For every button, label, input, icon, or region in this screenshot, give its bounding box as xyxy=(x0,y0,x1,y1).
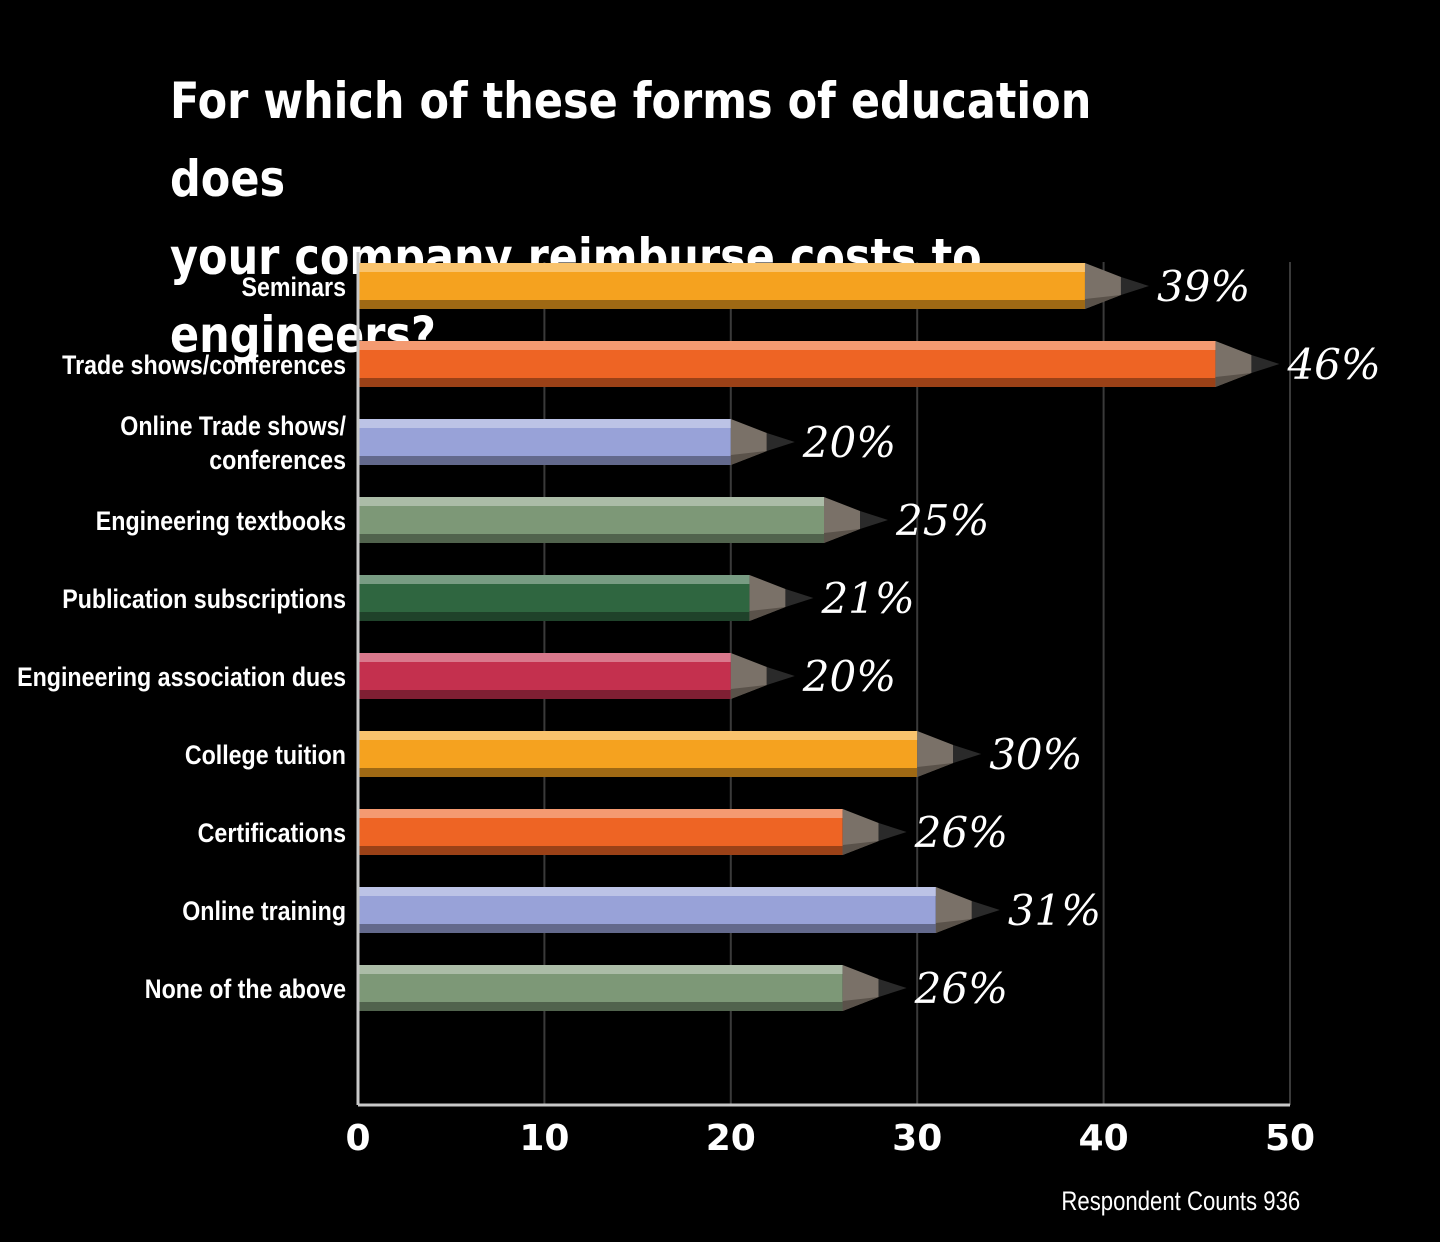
bar-highlight-5 xyxy=(358,575,750,584)
pencil-tip-shade-3 xyxy=(730,451,767,465)
category-label-5: Publication subscriptions xyxy=(62,584,346,614)
bar-highlight-9 xyxy=(358,887,936,896)
bar-shadow-1 xyxy=(358,300,1085,309)
x-tick-label-10: 10 xyxy=(519,1118,569,1159)
pencil-lead-1 xyxy=(1120,277,1149,295)
value-label-6: 20% xyxy=(802,652,896,701)
pencil-tip-shade-6 xyxy=(730,685,767,699)
value-label-7: 30% xyxy=(989,730,1082,779)
pencil-lead-10 xyxy=(878,979,907,997)
pencil-tip-shade-10 xyxy=(842,997,879,1011)
bar-highlight-10 xyxy=(358,965,843,974)
bar-shadow-10 xyxy=(358,1002,843,1011)
bar-shadow-5 xyxy=(358,612,750,621)
pencil-tip-shade-9 xyxy=(935,919,972,933)
bar-shadow-2 xyxy=(358,378,1216,387)
pencil-lead-4 xyxy=(860,511,888,529)
pencil-lead-9 xyxy=(971,901,1000,919)
x-tick-label-20: 20 xyxy=(706,1118,756,1159)
category-label-2: Trade shows/conferences xyxy=(62,350,346,380)
bar-shadow-4 xyxy=(358,534,824,543)
pencil-lead-7 xyxy=(953,745,982,763)
bar-shadow-8 xyxy=(358,846,843,855)
bar-highlight-1 xyxy=(358,263,1085,272)
value-label-3: 20% xyxy=(802,418,896,467)
x-tick-label-50: 50 xyxy=(1265,1118,1315,1159)
category-label-7: College tuition xyxy=(185,740,346,770)
value-label-4: 25% xyxy=(895,496,989,545)
chart-title-line-1: For which of these forms of education do… xyxy=(170,72,1092,208)
bar-shadow-9 xyxy=(358,924,936,933)
pencil-lead-5 xyxy=(785,589,814,607)
bar-shadow-3 xyxy=(358,456,731,465)
pencil-lead-6 xyxy=(766,667,795,685)
bar-highlight-7 xyxy=(358,731,918,740)
category-label-9: Online training xyxy=(182,896,346,926)
value-label-2: 46% xyxy=(1286,340,1380,389)
pencil-lead-8 xyxy=(878,823,907,841)
value-label-5: 21% xyxy=(820,574,914,623)
bar-shadow-6 xyxy=(358,690,731,699)
category-label-4: Engineering textbooks xyxy=(96,506,346,536)
category-label-3-line-2: conferences xyxy=(209,445,346,475)
bar-highlight-8 xyxy=(358,809,843,818)
category-label-1: Seminars xyxy=(241,272,346,302)
pencil-lead-3 xyxy=(766,433,795,451)
bar-highlight-2 xyxy=(358,341,1216,350)
bar-highlight-4 xyxy=(358,497,824,506)
bar-highlight-6 xyxy=(358,653,731,662)
pencil-lead-2 xyxy=(1251,355,1280,373)
x-tick-label-40: 40 xyxy=(1079,1118,1129,1159)
category-label-8: Certifications xyxy=(198,818,346,848)
category-label-10: None of the above xyxy=(145,974,346,1004)
pencil-tip-shade-1 xyxy=(1084,295,1121,309)
x-tick-label-30: 30 xyxy=(892,1118,942,1159)
x-tick-label-0: 0 xyxy=(345,1118,370,1159)
respondent-count-note: Respondent Counts 936 xyxy=(1061,1186,1300,1216)
pencil-tip-shade-7 xyxy=(917,763,954,777)
pencil-tip-shade-4 xyxy=(824,529,860,543)
value-label-9: 31% xyxy=(1008,886,1101,935)
pencil-tip-shade-2 xyxy=(1215,373,1252,387)
value-label-1: 39% xyxy=(1157,262,1250,311)
bar-highlight-3 xyxy=(358,419,731,428)
pencil-tip-shade-8 xyxy=(842,841,879,855)
pencil-tip-shade-5 xyxy=(749,607,786,621)
bar-shadow-7 xyxy=(358,768,918,777)
value-label-8: 26% xyxy=(914,808,1008,857)
value-label-10: 26% xyxy=(914,964,1008,1013)
category-label-3-line-1: Online Trade shows/ xyxy=(120,411,346,441)
category-label-6: Engineering association dues xyxy=(17,662,346,692)
